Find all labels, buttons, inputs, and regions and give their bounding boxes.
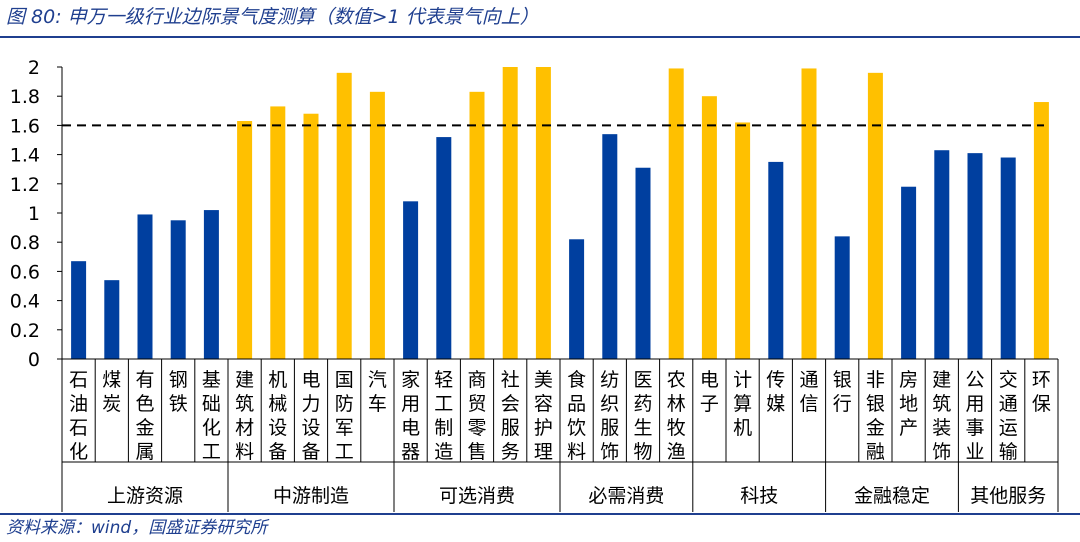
category-label: 石油石化: [69, 369, 88, 463]
source-note: 资料来源：wind，国盛证券研究所: [6, 518, 268, 538]
bar: [237, 121, 253, 360]
bar: [602, 134, 618, 359]
category-label: 公用事业: [965, 369, 984, 463]
bar: [170, 220, 186, 359]
bar: [801, 68, 817, 360]
category-label: 煤炭: [102, 369, 121, 415]
category-label: 有色金属: [135, 369, 154, 463]
bar: [203, 210, 219, 359]
category-label: 轻工制造: [434, 369, 453, 463]
bar: [403, 201, 419, 359]
category-label: 通信: [799, 369, 818, 415]
category-label: 美容护理: [534, 369, 553, 463]
category-label: 环保: [1032, 369, 1051, 415]
bar: [270, 106, 286, 359]
category-label: 农林牧渔: [667, 369, 686, 463]
category-label: 商贸零售: [467, 369, 486, 463]
category-label: 计算机: [733, 369, 752, 439]
y-tick-label: 0.4: [10, 291, 40, 313]
bar: [834, 236, 850, 359]
y-tick-label: 1: [28, 203, 40, 225]
category-label: 纺织服饰: [600, 369, 619, 463]
x-axis-labels: 石油石化煤炭有色金属钢铁基础化工建筑材料机械设备电力设备国防军工汽车家用电器轻工…: [61, 358, 1059, 463]
bar: [1033, 102, 1049, 359]
source-divider: [0, 513, 1080, 515]
bar: [1000, 157, 1016, 359]
group-label: 上游资源: [107, 485, 183, 507]
y-tick-label: 0: [28, 349, 40, 371]
category-label: 建筑装饰: [932, 369, 951, 463]
category-label: 房地产: [899, 369, 918, 439]
category-label: 医药生物: [633, 369, 652, 463]
group-label: 必需消费: [588, 485, 664, 507]
bar: [303, 113, 319, 359]
bar: [901, 186, 917, 359]
group-label: 中游制造: [273, 485, 349, 507]
category-label: 家用电器: [401, 369, 420, 463]
y-tick-label: 0.6: [10, 261, 40, 283]
category-label: 建筑材料: [235, 369, 254, 463]
y-tick-label: 2: [28, 57, 40, 79]
y-tick-label: 0.2: [10, 320, 40, 342]
group-label: 科技: [740, 485, 778, 507]
bar: [967, 153, 983, 359]
category-label: 社会服务: [501, 369, 520, 463]
category-label: 交通运输: [999, 369, 1018, 463]
bar: [369, 91, 385, 359]
category-label: 银行: [833, 369, 852, 415]
category-label: 食品饮料: [567, 369, 586, 463]
group-labels: 上游资源 中游制造 可选消费 必需消费 科技 金融稳定 其他服务: [61, 461, 1059, 512]
category-label: 电子: [700, 369, 719, 415]
y-axis: 0 0.2 0.4 0.6 0.8 1 1.2 1.4 1.6 1.8 2: [10, 57, 63, 371]
bar: [668, 68, 684, 360]
group-label: 金融稳定: [854, 485, 930, 507]
bar: [934, 150, 950, 359]
bar: [701, 96, 717, 359]
category-label: 汽车: [368, 369, 387, 415]
y-tick-label: 1.2: [10, 174, 40, 196]
bar: [867, 72, 883, 359]
y-tick-label: 1.8: [10, 86, 40, 108]
bar: [768, 161, 784, 359]
category-label: 非银金融: [866, 369, 885, 463]
group-label: 其他服务: [970, 485, 1046, 507]
chart-title: 图 80: 申万一级行业边际景气度测算（数值>1 代表景气向上）: [6, 6, 539, 28]
bar: [336, 72, 352, 359]
y-tick-label: 1.6: [10, 115, 40, 137]
bar: [137, 214, 153, 359]
bar: [635, 167, 651, 359]
bar: [71, 261, 87, 359]
bar: [735, 122, 751, 359]
y-tick-label: 1.4: [10, 145, 40, 167]
bar-chart: 0 0.2 0.4 0.6 0.8 1 1.2 1.4 1.6 1.8 2 石油石化煤炭有色金属钢铁…: [10, 57, 1059, 512]
bars-series: [71, 67, 1049, 360]
category-label: 传媒: [766, 369, 785, 415]
bar: [502, 67, 518, 359]
bar: [104, 280, 120, 359]
bar: [436, 137, 452, 359]
group-label: 可选消费: [439, 485, 515, 507]
y-tick-label: 0.8: [10, 232, 40, 254]
bar: [469, 91, 485, 359]
category-label: 机械设备: [268, 369, 287, 463]
bar: [535, 67, 551, 359]
category-label: 钢铁: [169, 369, 188, 415]
title-divider: [0, 36, 1080, 38]
bar: [569, 239, 585, 359]
category-label: 电力设备: [301, 369, 320, 463]
category-label: 国防军工: [335, 369, 354, 463]
category-label: 基础化工: [202, 369, 221, 463]
